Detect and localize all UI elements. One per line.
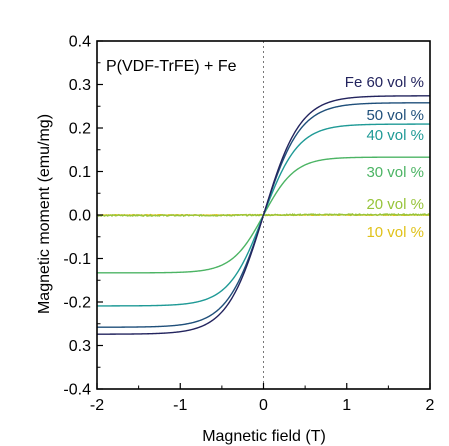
y-axis-label: Magnetic moment (emu/mg) <box>36 114 53 314</box>
series-line-fe-60-vol <box>97 95 430 335</box>
series-labels: Fe 60 vol % 50 vol % 40 vol % 30 vol % 20 vo… <box>345 74 424 241</box>
y-tick-label: -0.2 <box>63 295 91 312</box>
x-tick-label: -1 <box>173 397 187 414</box>
y-tick-label: 0.2 <box>69 121 91 138</box>
y-tick-label: -0.1 <box>63 251 91 268</box>
x-tick-label: -2 <box>90 397 104 414</box>
chart-title: P(VDF-TrFE) + Fe <box>106 58 237 75</box>
x-tick-label: 1 <box>342 397 351 414</box>
series-label: 30 vol % <box>366 164 424 181</box>
axis-tick-labels: -2 -1 0 1 2 0.4 0.3 0.2 0.1 0.0 -0.1 -0.2 0.3 -0.4 <box>63 34 434 415</box>
series-label: 20 vol % <box>366 196 424 213</box>
x-tick-label: 2 <box>426 397 435 414</box>
y-tick-label: 0.3 <box>69 338 91 355</box>
curves-group <box>96 95 431 335</box>
y-tick-label: 0.0 <box>69 208 91 225</box>
series-label: 40 vol % <box>366 127 424 144</box>
y-tick-label: 0.4 <box>69 34 91 51</box>
series-label: Fe 60 vol % <box>345 74 424 91</box>
axis-ticks <box>96 40 431 390</box>
x-tick-label: 0 <box>259 397 268 414</box>
y-tick-label: 0.3 <box>69 77 91 94</box>
x-axis-label: Magnetic field (T) <box>202 428 326 445</box>
y-tick-label: -0.4 <box>63 382 91 399</box>
series-label: 50 vol % <box>366 107 424 124</box>
series-label: 10 vol % <box>366 224 424 241</box>
y-tick-label: 0.1 <box>69 164 91 181</box>
